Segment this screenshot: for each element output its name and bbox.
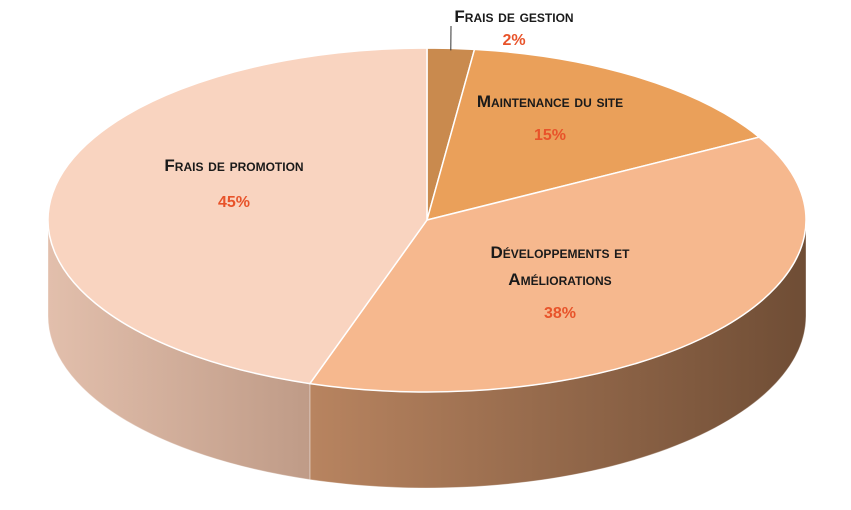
slice-label-4: Frais de promotion [164, 156, 303, 175]
slice-value-2: 15% [534, 127, 566, 144]
slice-value-1: 2% [502, 32, 525, 49]
slice-value-3: 38% [544, 305, 576, 322]
slice-label-1: Frais de gestion [454, 7, 573, 26]
pie-slice-4 [47, 47, 428, 385]
slice-label-3-line-1: Développements et [490, 243, 630, 262]
slice-label-2: Maintenance du site [477, 92, 623, 111]
slice-value-4: 45% [218, 194, 250, 211]
pie-label-layer: Frais de gestion 2% Maintenance du site 15%… [164, 7, 630, 322]
pie-top-layer [47, 25, 807, 393]
pie-slice-2 [426, 48, 760, 221]
pie-slice-3 [309, 136, 807, 393]
slice-label-3-line-2: Améliorations [508, 270, 611, 289]
